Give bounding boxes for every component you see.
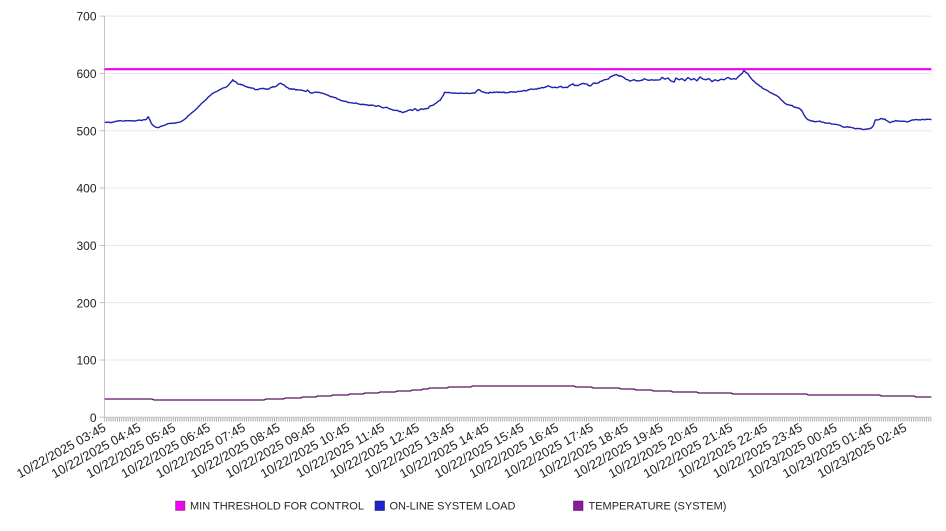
svg-text:ON-LINE SYSTEM LOAD: ON-LINE SYSTEM LOAD xyxy=(390,501,516,513)
svg-text:100: 100 xyxy=(76,354,96,368)
svg-text:600: 600 xyxy=(76,67,96,81)
svg-text:0: 0 xyxy=(90,411,97,425)
svg-text:MIN THRESHOLD FOR CONTROL: MIN THRESHOLD FOR CONTROL xyxy=(190,501,364,513)
svg-text:TEMPERATURE (SYSTEM): TEMPERATURE (SYSTEM) xyxy=(589,501,727,513)
svg-text:500: 500 xyxy=(76,124,96,138)
svg-text:300: 300 xyxy=(76,239,96,253)
svg-text:700: 700 xyxy=(76,10,96,24)
svg-text:200: 200 xyxy=(76,296,96,310)
svg-text:400: 400 xyxy=(76,182,96,196)
